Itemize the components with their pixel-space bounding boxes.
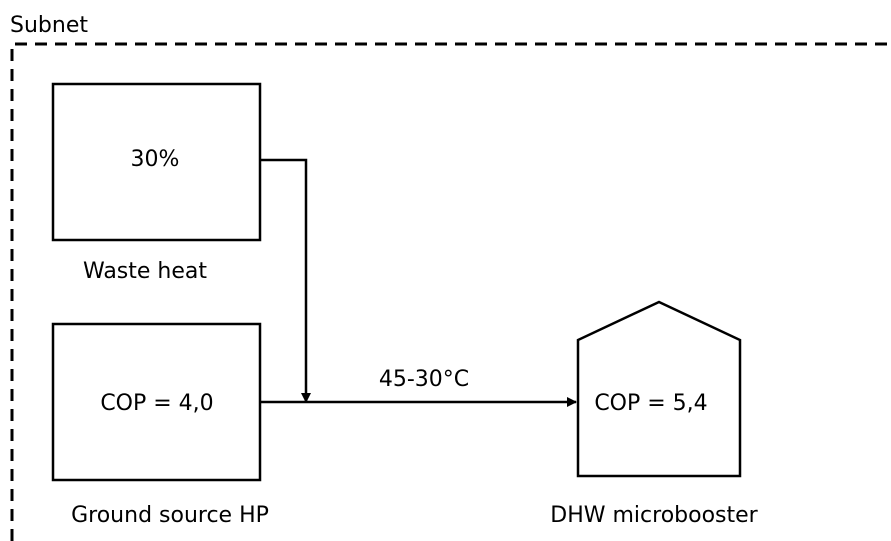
waste-heat-box: [51, 82, 262, 242]
edge-label: 45-30°C: [379, 367, 469, 392]
node-label: Ground source HP: [71, 503, 269, 528]
node-value: COP = 5,4: [594, 391, 707, 416]
node-value: 30%: [131, 147, 180, 172]
node-value: COP = 4,0: [100, 391, 213, 416]
microbooster-shape: [576, 300, 742, 478]
node-label: Waste heat: [83, 259, 207, 284]
waste-heat-arrow: [260, 158, 311, 403]
gshp-box: [51, 322, 262, 482]
node-label: DHW microbooster: [550, 503, 758, 528]
subnet-label: Subnet: [10, 13, 88, 38]
subnet-border: [10, 42, 891, 541]
